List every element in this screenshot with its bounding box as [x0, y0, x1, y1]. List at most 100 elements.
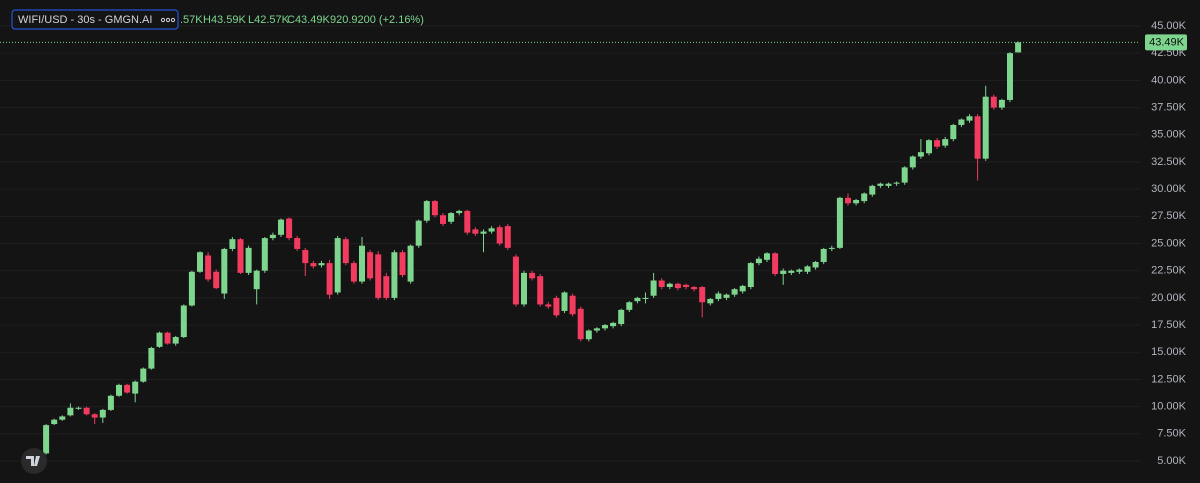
legend-value: 920.9200 (+2.16%)	[330, 14, 424, 26]
candle-body	[59, 416, 66, 420]
candle-body	[593, 328, 600, 331]
candle-body	[537, 276, 544, 305]
candle-body	[820, 248, 827, 263]
candle-body	[375, 254, 382, 298]
candle-body	[747, 263, 754, 288]
candle-body	[917, 152, 924, 157]
candle-body	[229, 239, 236, 249]
candle-body	[464, 210, 471, 233]
y-tick-label: 12.50K	[1151, 373, 1187, 385]
legend-value: H43.59K	[203, 14, 246, 26]
candle-body	[83, 407, 90, 415]
y-tick-label: 20.00K	[1151, 292, 1187, 304]
candle-body	[521, 272, 527, 305]
candle-body	[51, 419, 58, 425]
candle-body	[116, 384, 122, 396]
candle-body	[893, 182, 900, 184]
candle-body	[326, 263, 333, 295]
candle-body	[99, 409, 106, 418]
candle-body	[974, 116, 981, 159]
candle-body	[901, 167, 908, 183]
candle-body	[569, 295, 576, 315]
candle-body	[448, 213, 455, 222]
candle-body	[107, 395, 114, 410]
candle-body	[205, 255, 212, 280]
candle-body	[691, 287, 698, 290]
candle-body	[269, 234, 276, 239]
candle-body	[383, 276, 390, 298]
legend-value: C43.49K	[287, 14, 330, 26]
candle-body	[75, 407, 82, 409]
y-tick-label: 22.50K	[1151, 265, 1187, 277]
candle-body	[172, 337, 179, 344]
candle-body	[431, 201, 438, 216]
candle-body	[43, 425, 50, 454]
y-tick-label: 25.00K	[1151, 237, 1187, 249]
candle-body	[237, 239, 244, 273]
candle-body	[942, 139, 949, 146]
candle-body	[618, 309, 625, 324]
y-tick-label: 7.50K	[1157, 428, 1186, 440]
candle-body	[764, 253, 770, 260]
candle-body	[707, 298, 714, 304]
candle-body	[553, 297, 560, 316]
y-tick-label: 5.00K	[1157, 455, 1186, 467]
candle-body	[221, 248, 228, 294]
candle-body	[1015, 42, 1022, 53]
candle-body	[253, 270, 260, 290]
candle-body	[958, 119, 965, 125]
candle-body	[399, 252, 406, 276]
candle-body	[861, 193, 868, 202]
y-tick-label: 40.00K	[1151, 74, 1187, 86]
y-tick-label: 27.50K	[1151, 210, 1187, 222]
candle-body	[488, 228, 495, 232]
candle-body	[666, 283, 673, 288]
candle-body	[140, 368, 147, 382]
symbol-box[interactable]	[11, 9, 179, 30]
price-axis: 45.00K42.50K40.00K37.50K35.00K32.50K30.0…	[1145, 20, 1187, 467]
legend-value: .57K	[180, 14, 203, 26]
candle-body	[934, 140, 941, 147]
candle-body	[966, 116, 973, 121]
candle-body	[877, 183, 884, 186]
more-icon[interactable]	[160, 17, 176, 23]
candle-body	[391, 252, 398, 298]
candle-body	[602, 325, 608, 329]
candle-body	[407, 245, 414, 282]
candle-body	[350, 263, 357, 282]
candle-body	[545, 304, 552, 307]
candle-body	[124, 384, 131, 393]
candle-body	[739, 285, 746, 292]
y-tick-label: 35.00K	[1151, 129, 1187, 141]
candle-body	[148, 347, 155, 369]
candle-body	[188, 271, 195, 306]
candle-body	[699, 287, 706, 303]
candle-body	[197, 252, 203, 272]
candle-body	[504, 226, 511, 248]
tradingview-logo[interactable]	[21, 448, 47, 474]
candle-body	[577, 308, 584, 340]
candle-body	[529, 272, 536, 279]
candle-body	[156, 332, 163, 347]
candle-body	[512, 256, 519, 305]
candle-body	[845, 197, 851, 204]
y-tick-label: 30.00K	[1151, 183, 1187, 195]
candles	[35, 41, 1022, 458]
candle-body	[359, 245, 365, 282]
symbol-title: WIFI/USD - 30s - GMGN.AI	[18, 14, 152, 26]
candle-body	[658, 280, 665, 288]
candle-body	[440, 215, 446, 224]
candle-body	[423, 201, 430, 221]
candle-body	[731, 289, 738, 295]
candle-body	[828, 247, 835, 249]
candle-body	[496, 227, 503, 244]
candle-body	[367, 252, 374, 279]
candle-body	[278, 219, 284, 235]
y-tick-label: 32.50K	[1151, 156, 1187, 168]
candle-body	[788, 270, 795, 273]
candle-body	[164, 332, 171, 344]
candle-body	[626, 302, 633, 310]
candle-body	[472, 229, 479, 234]
candle-body	[780, 270, 787, 274]
